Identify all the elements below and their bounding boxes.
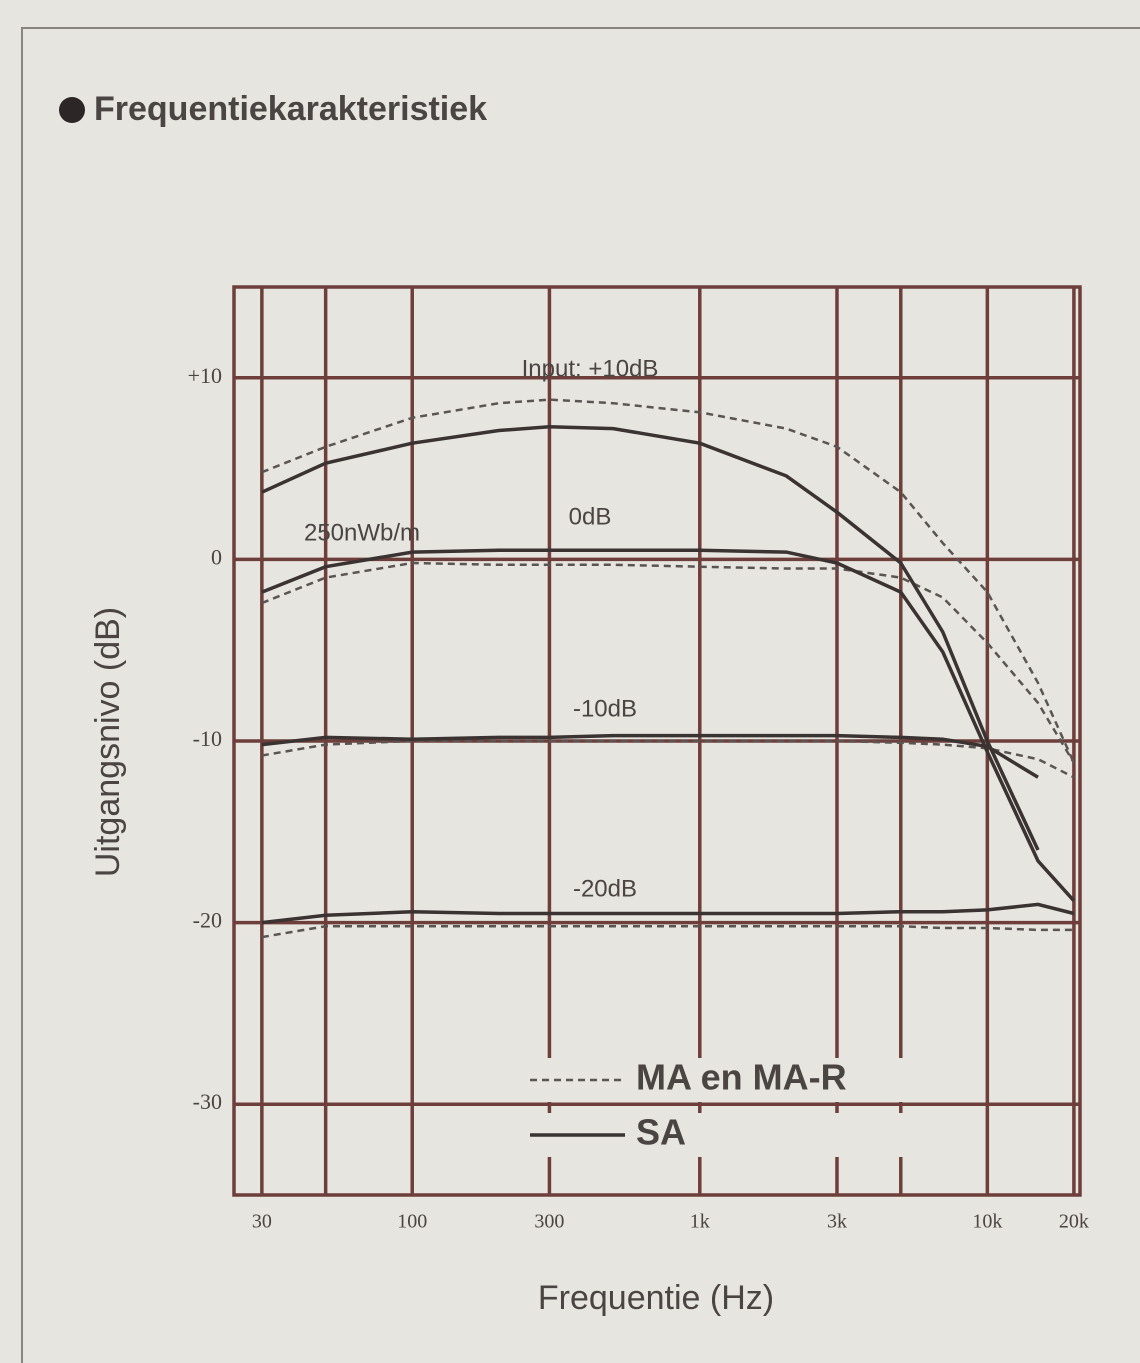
x-tick-label: 100 xyxy=(397,1211,427,1233)
x-tick-label: 1k xyxy=(690,1211,710,1233)
annotation: Input: +10dB xyxy=(522,355,659,382)
y-tick-label: -10 xyxy=(193,726,222,751)
legend-label: SA xyxy=(636,1112,686,1153)
frame xyxy=(21,27,1140,1363)
annotation: -20dB xyxy=(573,875,637,902)
annotation: 0dB xyxy=(569,503,612,530)
curve xyxy=(261,733,1039,779)
x-axis-label: Frequentie (Hz) xyxy=(538,1279,774,1317)
title-bullet xyxy=(59,97,85,123)
curve xyxy=(261,425,1040,851)
curve xyxy=(261,561,1075,764)
y-tick-label: -30 xyxy=(193,1089,222,1114)
annotation: -10dB xyxy=(573,695,637,722)
plot-frame xyxy=(232,285,1082,1197)
curve xyxy=(261,739,1075,779)
x-tick-label: 10k xyxy=(972,1211,1002,1233)
curve xyxy=(261,902,1075,925)
legend-label: MA en MA-R xyxy=(636,1057,847,1098)
chart-title: Frequentiekarakteristiek xyxy=(94,90,487,128)
y-axis-label: Uitgangsnivo (dB) xyxy=(89,607,127,877)
y-tick-label: -20 xyxy=(193,908,222,933)
curve xyxy=(261,924,1074,939)
annotation: 250nWb/m xyxy=(304,519,420,546)
y-tick-label: 0 xyxy=(211,544,222,569)
x-tick-label: 20k xyxy=(1059,1211,1089,1233)
curve xyxy=(261,398,1076,764)
x-tick-label: 30 xyxy=(252,1211,272,1233)
x-tick-label: 3k xyxy=(827,1211,847,1233)
curve xyxy=(261,548,1076,902)
y-tick-label: +10 xyxy=(188,363,222,388)
x-tick-label: 300 xyxy=(534,1211,564,1233)
